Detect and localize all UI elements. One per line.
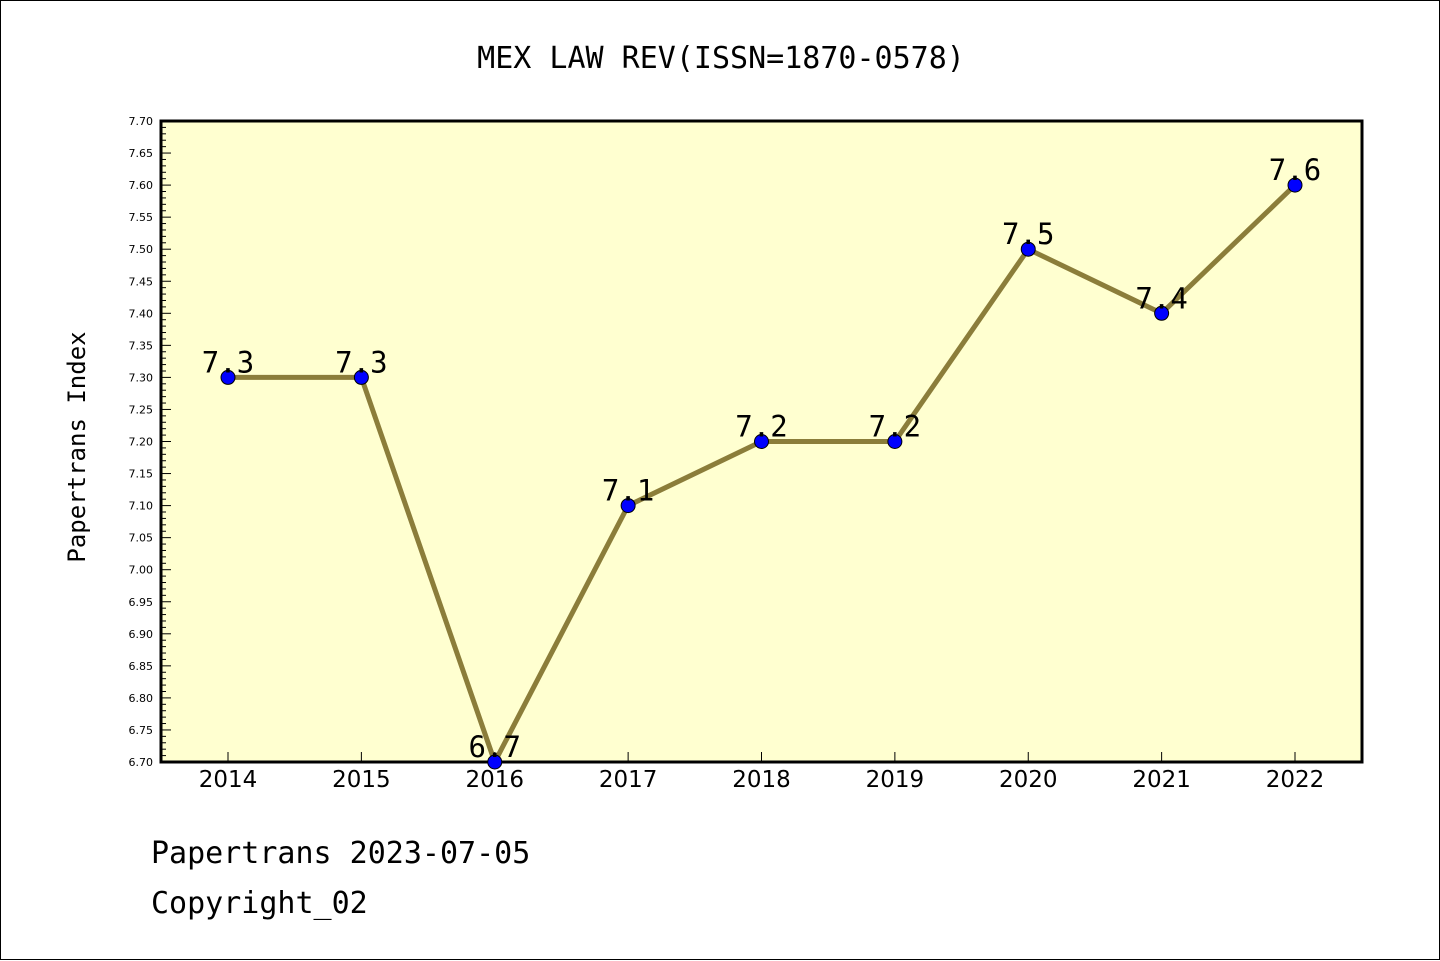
footer-copyright: Copyright_02 bbox=[151, 886, 368, 921]
y-tick-label: 7.35 bbox=[129, 339, 154, 352]
x-tick-label: 2021 bbox=[1132, 767, 1191, 793]
y-tick-label: 7.15 bbox=[129, 468, 154, 481]
y-tick-label: 6.70 bbox=[129, 756, 154, 769]
series-markers bbox=[220, 177, 1303, 770]
x-tick-label: 2015 bbox=[332, 767, 391, 793]
y-tick-label: 7.70 bbox=[129, 115, 154, 128]
data-labels: 7.3 7.3 6.7 7.1 7.2 7.2 7.5 7.4 7.6 bbox=[202, 153, 1321, 764]
y-tick-label: 7.20 bbox=[129, 436, 154, 449]
y-tick-label: 7.50 bbox=[129, 243, 154, 256]
y-tick-label: 7.00 bbox=[129, 564, 154, 577]
data-point-marker bbox=[887, 434, 903, 449]
data-point-marker bbox=[1154, 305, 1170, 321]
x-tick-label: 2022 bbox=[1266, 767, 1325, 793]
data-label: 7.1 bbox=[602, 474, 654, 508]
data-point-marker bbox=[620, 498, 636, 514]
y-tick-label: 7.25 bbox=[129, 403, 154, 416]
y-tick-label: 6.95 bbox=[129, 596, 154, 609]
y-tick-label: 7.40 bbox=[129, 307, 154, 320]
x-tick-label: 2014 bbox=[199, 767, 258, 793]
data-point-marker bbox=[754, 434, 769, 449]
x-tick-label: 2019 bbox=[866, 767, 925, 793]
data-label: 7.2 bbox=[869, 410, 921, 444]
data-label: 6.7 bbox=[469, 730, 521, 764]
data-label: 7.2 bbox=[735, 410, 787, 444]
y-tick-label: 7.45 bbox=[129, 275, 154, 288]
x-tick-label: 2020 bbox=[999, 767, 1058, 793]
y-tick-label: 6.75 bbox=[129, 724, 154, 737]
data-label: 7.3 bbox=[202, 345, 254, 379]
chart-title: MEX LAW REV(ISSN=1870-0578) bbox=[477, 41, 965, 76]
data-label: 7.4 bbox=[1135, 281, 1187, 315]
x-tick-label: 2016 bbox=[465, 767, 524, 793]
y-tick-label: 6.80 bbox=[129, 692, 154, 705]
y-tick-label: 7.10 bbox=[129, 500, 154, 513]
y-tick-label: 7.60 bbox=[129, 179, 154, 192]
data-label: 7.3 bbox=[335, 345, 387, 379]
data-point-marker bbox=[487, 754, 503, 770]
y-tick-label: 7.55 bbox=[129, 211, 154, 224]
y-tick-label: 7.65 bbox=[129, 147, 154, 160]
data-label: 7.6 bbox=[1269, 153, 1321, 187]
x-axis-ticks: 2014 2015 2016 2017 2018 2019 2020 2021 2022 bbox=[199, 752, 1325, 793]
data-point-marker bbox=[1020, 241, 1036, 257]
y-tick-label: 7.05 bbox=[129, 532, 154, 545]
y-axis-label: Papertrans Index bbox=[63, 331, 91, 562]
data-point-marker bbox=[1287, 177, 1303, 193]
y-axis-ticks: 6.70 6.75 6.80 6.85 6.90 6.95 7.00 7.05 7.10 7.15… bbox=[129, 115, 171, 769]
data-label: 7.5 bbox=[1002, 217, 1054, 251]
y-tick-label: 6.90 bbox=[129, 628, 154, 641]
y-tick-label: 7.30 bbox=[129, 371, 154, 384]
footer-date: Papertrans 2023-07-05 bbox=[151, 836, 531, 871]
y-tick-label: 6.85 bbox=[129, 660, 154, 673]
data-point-marker bbox=[220, 369, 236, 385]
x-tick-label: 2017 bbox=[599, 767, 658, 793]
data-point-marker bbox=[353, 369, 369, 385]
x-tick-label: 2018 bbox=[732, 767, 791, 793]
